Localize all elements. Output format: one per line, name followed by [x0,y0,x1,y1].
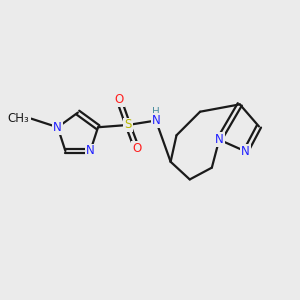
Text: S: S [124,118,132,131]
Text: N: N [241,145,250,158]
Text: O: O [115,93,124,106]
Text: H: H [152,107,160,117]
Text: N: N [215,133,224,146]
Text: O: O [132,142,141,155]
Text: N: N [152,114,160,127]
Text: N: N [53,121,62,134]
Text: N: N [86,145,95,158]
Text: CH₃: CH₃ [8,112,30,125]
